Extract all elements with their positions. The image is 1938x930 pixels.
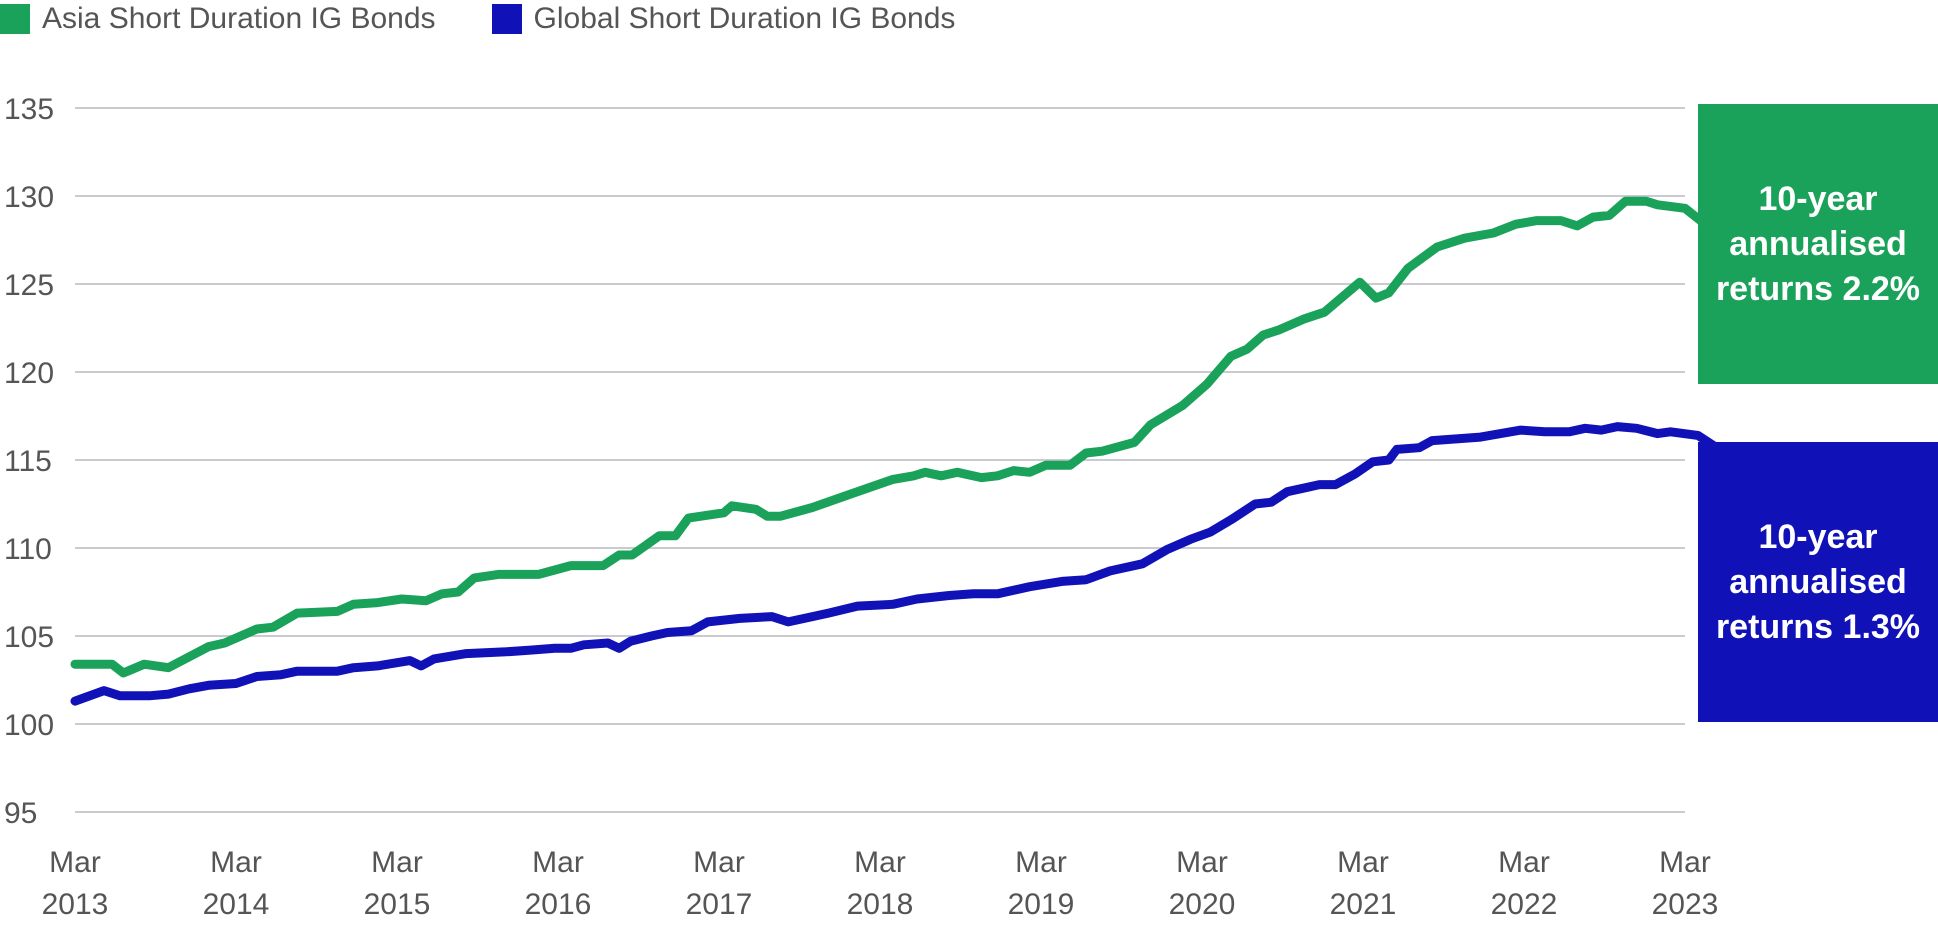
x-tick-month: Mar xyxy=(210,846,262,879)
gridlines xyxy=(75,107,1685,813)
callout-asia-text: 10-year annualised returns 2.2% xyxy=(1715,179,1921,308)
callout-asia-returns: 10-year annualised returns 2.2% xyxy=(1698,104,1938,384)
y-tick-label: 130 xyxy=(4,181,54,214)
x-tick-month: Mar xyxy=(1659,846,1711,879)
y-tick-label: 115 xyxy=(4,445,52,478)
x-tick-month: Mar xyxy=(1337,846,1389,879)
x-tick-month: Mar xyxy=(1498,846,1550,879)
legend-swatch-asia xyxy=(0,4,30,34)
y-tick-label: 100 xyxy=(4,709,54,742)
legend-label-asia: Asia Short Duration IG Bonds xyxy=(42,2,436,35)
y-axis-tick-labels: 95 100 105 110 115 120 125 130 135 xyxy=(4,93,54,830)
x-axis-tick-labels: Mar 2013 Mar 2014 Mar 2015 Mar 2016 Mar 2017 Mar 20… xyxy=(42,846,1719,921)
x-tick-year: 2015 xyxy=(364,888,431,921)
x-tick-month: Mar xyxy=(1176,846,1228,879)
x-tick-year: 2020 xyxy=(1169,888,1236,921)
x-tick-month: Mar xyxy=(532,846,584,879)
x-tick-year: 2014 xyxy=(203,888,270,921)
legend: Asia Short Duration IG Bonds Global Shor… xyxy=(0,0,1011,38)
x-tick-year: 2019 xyxy=(1008,888,1075,921)
legend-item-global[interactable]: Global Short Duration IG Bonds xyxy=(491,2,956,36)
series-line-asia xyxy=(70,196,1938,678)
series-lines xyxy=(70,196,1938,706)
x-tick-month: Mar xyxy=(693,846,745,879)
series-line-global xyxy=(70,422,1938,706)
x-tick-month: Mar xyxy=(854,846,906,879)
legend-swatch-global xyxy=(491,4,522,34)
x-tick-year: 2018 xyxy=(847,888,914,921)
x-tick-year: 2016 xyxy=(525,888,592,921)
y-tick-label: 95 xyxy=(4,797,37,830)
y-tick-label: 105 xyxy=(4,621,54,654)
y-tick-label: 125 xyxy=(4,269,54,302)
x-tick-month: Mar xyxy=(49,846,101,879)
x-tick-year: 2017 xyxy=(686,888,753,921)
legend-label-global: Global Short Duration IG Bonds xyxy=(533,2,956,35)
x-tick-month: Mar xyxy=(371,846,423,879)
callout-global-text: 10-year annualised returns 1.3% xyxy=(1715,517,1921,646)
callout-global-returns: 10-year annualised returns 1.3% xyxy=(1698,442,1938,722)
x-tick-year: 2022 xyxy=(1491,888,1558,921)
legend-item-asia[interactable]: Asia Short Duration IG Bonds xyxy=(0,2,436,36)
x-tick-year: 2023 xyxy=(1652,888,1719,921)
x-tick-year: 2013 xyxy=(42,888,109,921)
x-tick-month: Mar xyxy=(1015,846,1067,879)
y-tick-label: 110 xyxy=(4,533,52,566)
y-tick-label: 135 xyxy=(4,93,54,126)
x-tick-year: 2021 xyxy=(1330,888,1397,921)
y-tick-label: 120 xyxy=(4,357,54,390)
